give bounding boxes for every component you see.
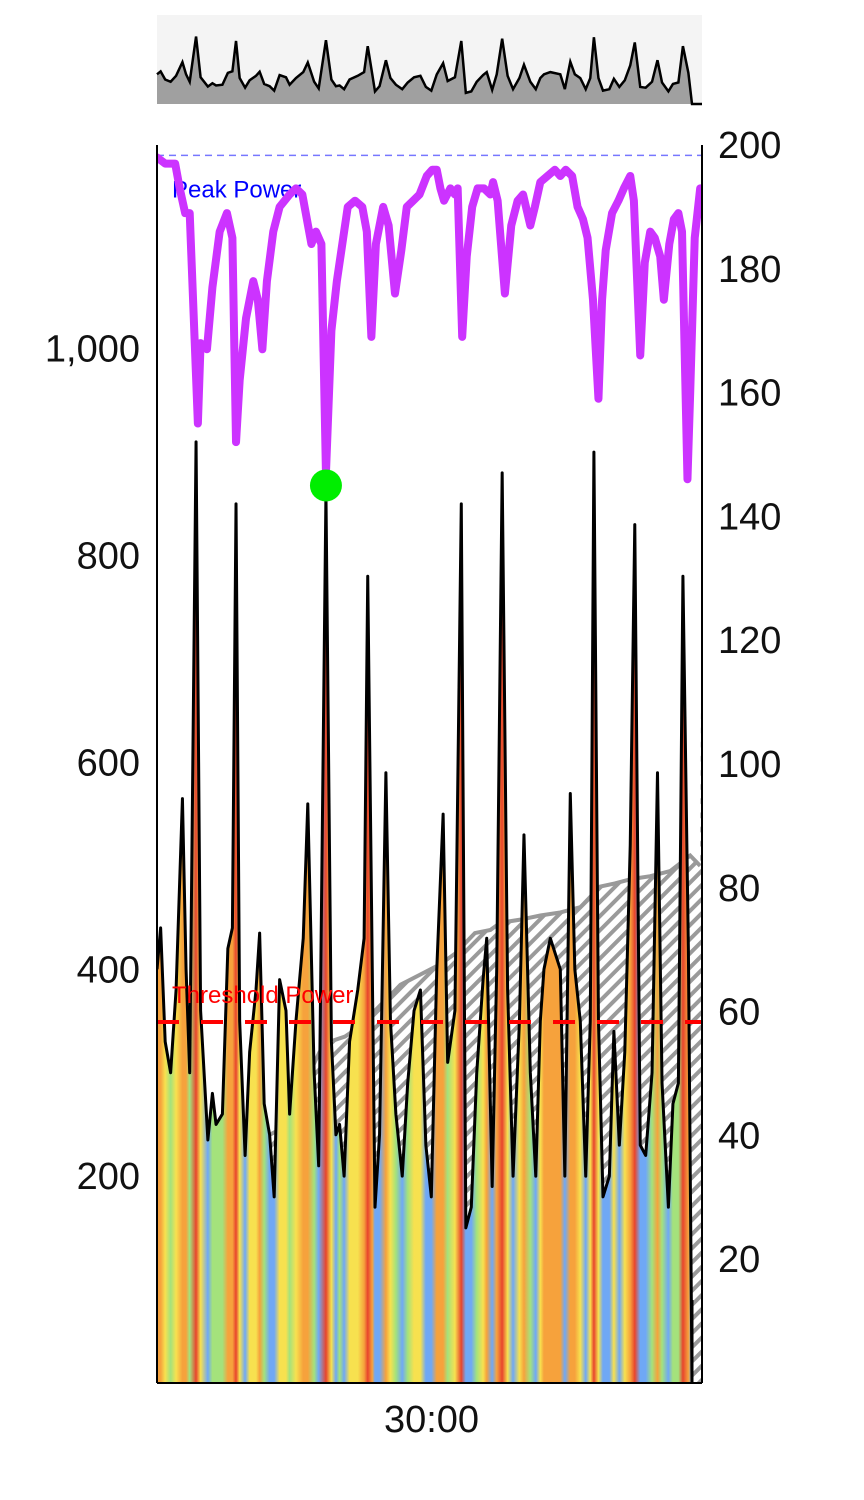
- threshold-power-label: Threshold Power: [172, 982, 353, 1009]
- power-area-segment: [482, 938, 488, 1383]
- left-tick-label: 400: [77, 949, 140, 991]
- right-tick-label: 80: [718, 868, 760, 910]
- heart-rate-line: [157, 153, 702, 484]
- heart-rate-min-marker: [309, 469, 342, 502]
- power-area-segment: [602, 1176, 610, 1383]
- right-tick-label: 40: [718, 1115, 760, 1157]
- power-area-segment: [212, 1093, 217, 1383]
- axes: 200 400 600 800 1,000 20 40 60 80 100 120 140 160 180…: [45, 125, 782, 1441]
- right-tick-label: 200: [718, 125, 781, 167]
- power-line: [157, 440, 694, 1383]
- right-tick-label: 140: [718, 496, 781, 538]
- power-area-segment: [263, 1103, 270, 1383]
- peak-power-label: Peak Power: [172, 176, 301, 203]
- left-tick-label: 800: [77, 536, 140, 578]
- x-tick-label: 30:00: [384, 1399, 479, 1441]
- right-tick-label: 100: [718, 744, 781, 786]
- overview-line: [156, 36, 702, 106]
- right-tick-label: 180: [718, 249, 781, 291]
- overview-navigator[interactable]: [156, 15, 702, 106]
- power-area-segment: [672, 1082, 679, 1383]
- power-area-segment: [639, 1144, 646, 1383]
- left-tick-label: 1,000: [45, 329, 140, 371]
- left-tick-label: 600: [77, 742, 140, 784]
- power-area-segment: [447, 1010, 456, 1383]
- power-area-segment: [550, 938, 561, 1383]
- right-tick-label: 20: [718, 1239, 760, 1281]
- plot-area: Peak Power Threshold Power: [157, 153, 702, 1383]
- power-area-segment: [543, 938, 551, 1383]
- power-area-segment: [349, 989, 359, 1383]
- left-tick-label: 200: [77, 1156, 140, 1198]
- power-area-segment: [164, 1041, 171, 1383]
- right-tick-label: 60: [718, 992, 760, 1034]
- right-tick-label: 120: [718, 620, 781, 662]
- power-area-segment: [215, 1113, 223, 1383]
- power-area-segment: [279, 979, 287, 1383]
- power-area-segment: [335, 1124, 340, 1383]
- power-area-segment: [413, 989, 421, 1383]
- right-tick-label: 160: [718, 373, 781, 415]
- power-area-segment: [465, 1207, 472, 1383]
- power-area-segment: [357, 938, 365, 1383]
